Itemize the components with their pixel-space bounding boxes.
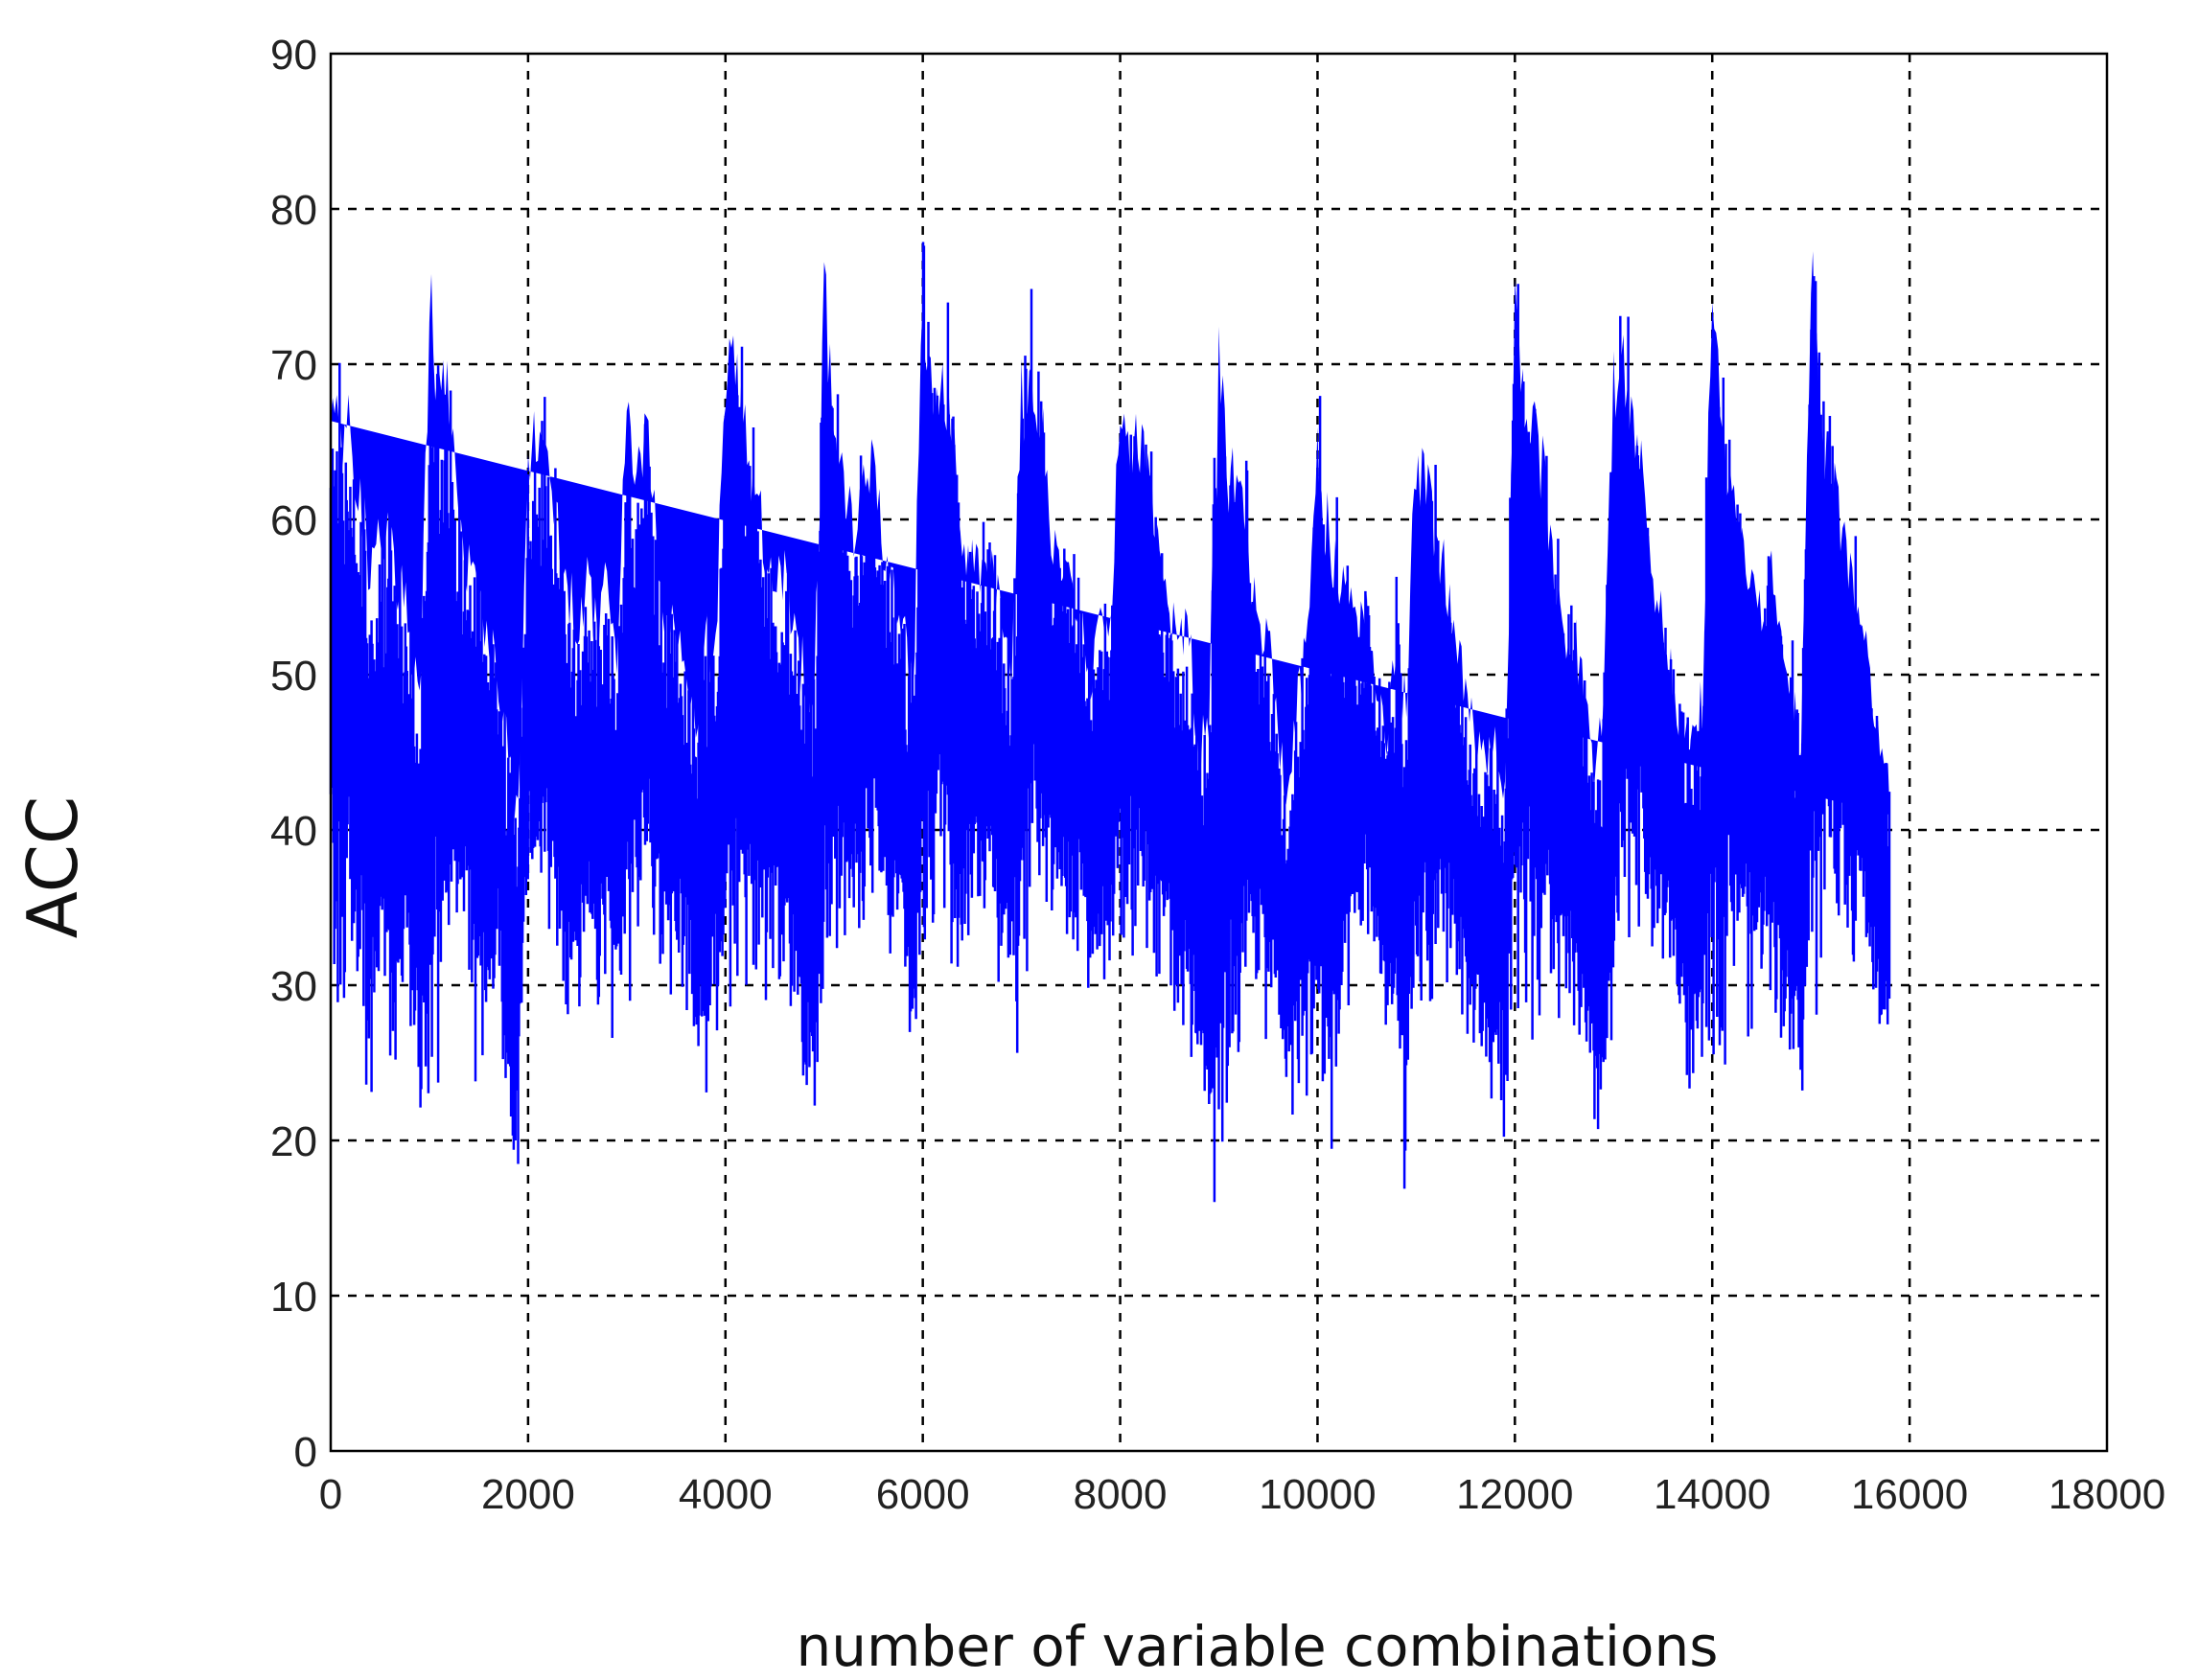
x-tick-label: 18000 [2049, 1471, 2165, 1518]
y-tick-label: 90 [270, 32, 317, 79]
y-tick-label: 50 [270, 653, 317, 700]
y-tick-label: 10 [270, 1274, 317, 1321]
series-acc [329, 242, 1891, 1203]
x-tick-label: 10000 [1259, 1471, 1376, 1518]
x-tick-label: 14000 [1654, 1471, 1771, 1518]
x-tick-label: 16000 [1851, 1471, 1968, 1518]
y-tick-label: 40 [270, 808, 317, 855]
x-tick-label: 0 [319, 1471, 342, 1518]
x-tick-label: 4000 [679, 1471, 773, 1518]
plot-frame [329, 52, 2109, 1453]
y-tick-label: 30 [270, 963, 317, 1010]
x-tick-label: 12000 [1456, 1471, 1573, 1518]
x-tick-label: 6000 [876, 1471, 970, 1518]
x-axis-title: number of variable combinations [797, 1614, 1719, 1679]
x-tick-label: 8000 [1074, 1471, 1168, 1518]
y-axis-title: ACC [12, 796, 93, 939]
x-axis-ticks: 0 2000 4000 6000 8000 10000 12000 14000 16000 180… [319, 1471, 2165, 1518]
y-tick-label: 80 [270, 187, 317, 234]
y-tick-label: 70 [270, 342, 317, 389]
y-axis-ticks: 0 10 20 30 40 50 60 70 80 90 [270, 32, 317, 1476]
y-tick-label: 0 [294, 1429, 317, 1476]
series-spikes [329, 242, 1891, 1203]
x-tick-label: 2000 [481, 1471, 575, 1518]
y-tick-label: 20 [270, 1118, 317, 1165]
y-tick-label: 60 [270, 497, 317, 544]
